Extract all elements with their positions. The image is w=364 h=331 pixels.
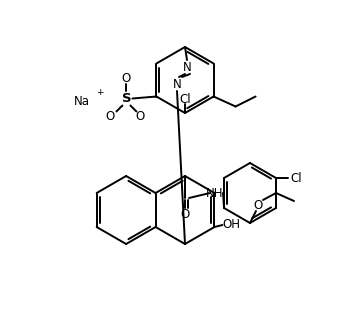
- Text: O: O: [106, 110, 115, 123]
- Text: Na: Na: [74, 95, 90, 108]
- Text: NH: NH: [206, 186, 224, 200]
- Text: Cl: Cl: [290, 171, 302, 184]
- Text: +: +: [96, 88, 103, 97]
- Text: S: S: [122, 92, 131, 105]
- Text: OH: OH: [222, 217, 241, 230]
- Text: O: O: [136, 110, 145, 123]
- Text: N: N: [173, 77, 181, 90]
- Text: Cl: Cl: [179, 92, 191, 106]
- Text: N: N: [183, 61, 191, 73]
- Text: O: O: [253, 199, 262, 212]
- Text: O: O: [181, 208, 190, 220]
- Text: ⁻: ⁻: [118, 104, 123, 113]
- Text: O: O: [122, 72, 131, 85]
